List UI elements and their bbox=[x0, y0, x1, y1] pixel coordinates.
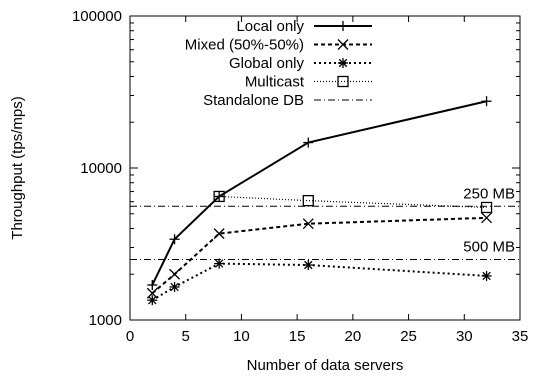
data-point bbox=[213, 190, 225, 203]
data-point bbox=[147, 295, 158, 306]
series-4 bbox=[130, 205, 520, 261]
data-point bbox=[481, 212, 493, 224]
data-point bbox=[338, 21, 348, 31]
annotation-label: 250 MB bbox=[463, 185, 515, 202]
legend-label: Mixed (50%-50%) bbox=[185, 37, 304, 54]
x-axis-label: Number of data servers bbox=[247, 357, 404, 374]
x-tick-label: 35 bbox=[512, 328, 529, 345]
y-axis-label: Throughput (tps/mps) bbox=[9, 96, 26, 239]
series-3 bbox=[213, 190, 493, 214]
series-2 bbox=[147, 258, 492, 306]
legend-label: Global only bbox=[229, 55, 305, 72]
annotations: 250 MB 500 MB bbox=[463, 185, 515, 255]
data-point bbox=[147, 279, 158, 290]
series-line bbox=[151, 216, 487, 294]
legend-label: Multicast bbox=[245, 74, 305, 91]
series-group bbox=[130, 96, 520, 306]
data-point bbox=[481, 96, 492, 107]
series-1 bbox=[146, 212, 493, 299]
data-point bbox=[303, 137, 314, 148]
data-point bbox=[169, 234, 180, 245]
y-axis: 1000 10000 100000 bbox=[72, 8, 520, 329]
data-point bbox=[337, 75, 349, 88]
x-axis: 0 5 10 15 20 25 30 35 bbox=[126, 16, 529, 345]
x-tick-label: 0 bbox=[126, 328, 134, 345]
x-tick-label: 10 bbox=[233, 328, 250, 345]
y-tick-label: 10000 bbox=[80, 160, 122, 177]
data-point bbox=[481, 270, 492, 281]
data-point bbox=[169, 281, 180, 292]
data-point bbox=[480, 201, 493, 214]
x-tick-label: 25 bbox=[400, 328, 417, 345]
data-point bbox=[302, 218, 314, 230]
x-tick-label: 15 bbox=[289, 328, 306, 345]
data-point bbox=[337, 39, 349, 50]
data-point bbox=[338, 58, 348, 68]
data-point bbox=[303, 260, 314, 271]
plot-area bbox=[129, 15, 521, 321]
x-tick-label: 20 bbox=[345, 328, 362, 345]
legend: Local only Mixed (50%-50%)Global only Mult… bbox=[185, 18, 372, 109]
x-tick-label: 30 bbox=[456, 328, 473, 345]
data-point bbox=[213, 228, 225, 240]
data-point bbox=[214, 258, 225, 269]
data-point bbox=[169, 268, 181, 280]
series-line bbox=[151, 100, 487, 286]
series-0 bbox=[147, 96, 492, 290]
series-line bbox=[151, 262, 487, 302]
x-tick-label: 5 bbox=[182, 328, 190, 345]
y-tick-label: 1000 bbox=[89, 312, 122, 329]
plot-frame bbox=[129, 15, 521, 321]
data-point bbox=[302, 194, 314, 207]
annotation-label: 500 MB bbox=[463, 239, 515, 256]
legend-label: Standalone DB bbox=[203, 92, 304, 109]
y-tick-label: 100000 bbox=[72, 8, 122, 25]
legend-label: Local only bbox=[236, 18, 304, 35]
